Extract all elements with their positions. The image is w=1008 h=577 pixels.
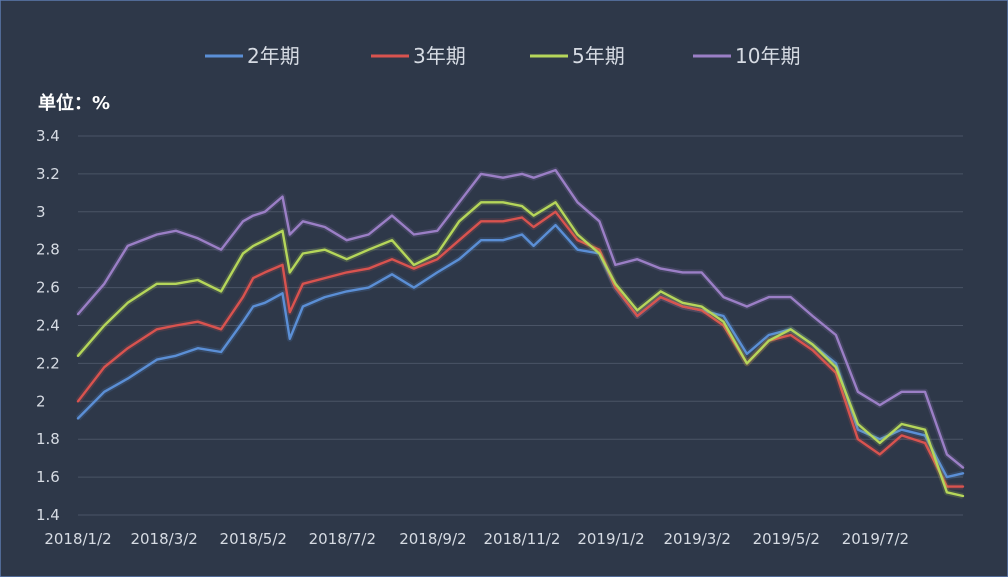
x-tick-label: 2018/7/2 — [309, 530, 376, 548]
y-tick-label: 1.4 — [36, 506, 60, 524]
x-tick-label: 2018/9/2 — [399, 530, 466, 548]
y-tick-label: 3 — [36, 203, 46, 221]
legend-label: 2年期 — [247, 44, 300, 68]
series-line-4 — [76, 168, 965, 469]
y-tick-label: 2 — [36, 392, 46, 410]
y-tick-label: 2.8 — [36, 241, 60, 259]
x-tick-label: 2019/7/2 — [842, 530, 909, 548]
x-tick-label: 2018/11/2 — [483, 530, 560, 548]
x-tick-label: 2018/5/2 — [220, 530, 287, 548]
y-tick-label: 2.4 — [36, 317, 60, 335]
series-lines — [75, 167, 965, 499]
y-tick-label: 1.8 — [36, 430, 60, 448]
x-axis-ticks: 2018/1/2 2018/3/2 2018/5/2 2018/7/2 2018/9/2… — [44, 530, 909, 548]
x-tick-label: 2019/5/2 — [753, 530, 820, 548]
grid — [78, 135, 963, 516]
x-tick-label: 2018/1/2 — [44, 530, 111, 548]
legend-label: 5年期 — [572, 44, 625, 68]
y-axis-ticks: 1.4 1.6 1.8 2 2.2 2.4 2.6 2.8 3 3.2 3.4 — [36, 127, 60, 524]
series-line-3 — [76, 201, 965, 498]
y-tick-label: 2.6 — [36, 279, 60, 297]
y-tick-label: 1.6 — [36, 468, 60, 486]
y-tick-label: 2.2 — [36, 354, 60, 372]
y-tick-label: 3.2 — [36, 165, 60, 183]
x-tick-label: 2019/1/2 — [577, 530, 644, 548]
y-axis-unit-label: 单位：% — [38, 92, 110, 114]
y-tick-label: 3.4 — [36, 127, 60, 145]
legend-label: 10年期 — [735, 44, 800, 68]
legend-label: 3年期 — [413, 44, 466, 68]
series-line-2 — [76, 210, 965, 488]
x-tick-label: 2018/3/2 — [130, 530, 197, 548]
legend: 2年期 3年期 5年期 10年期 — [205, 44, 800, 68]
x-tick-label: 2019/3/2 — [664, 530, 731, 548]
